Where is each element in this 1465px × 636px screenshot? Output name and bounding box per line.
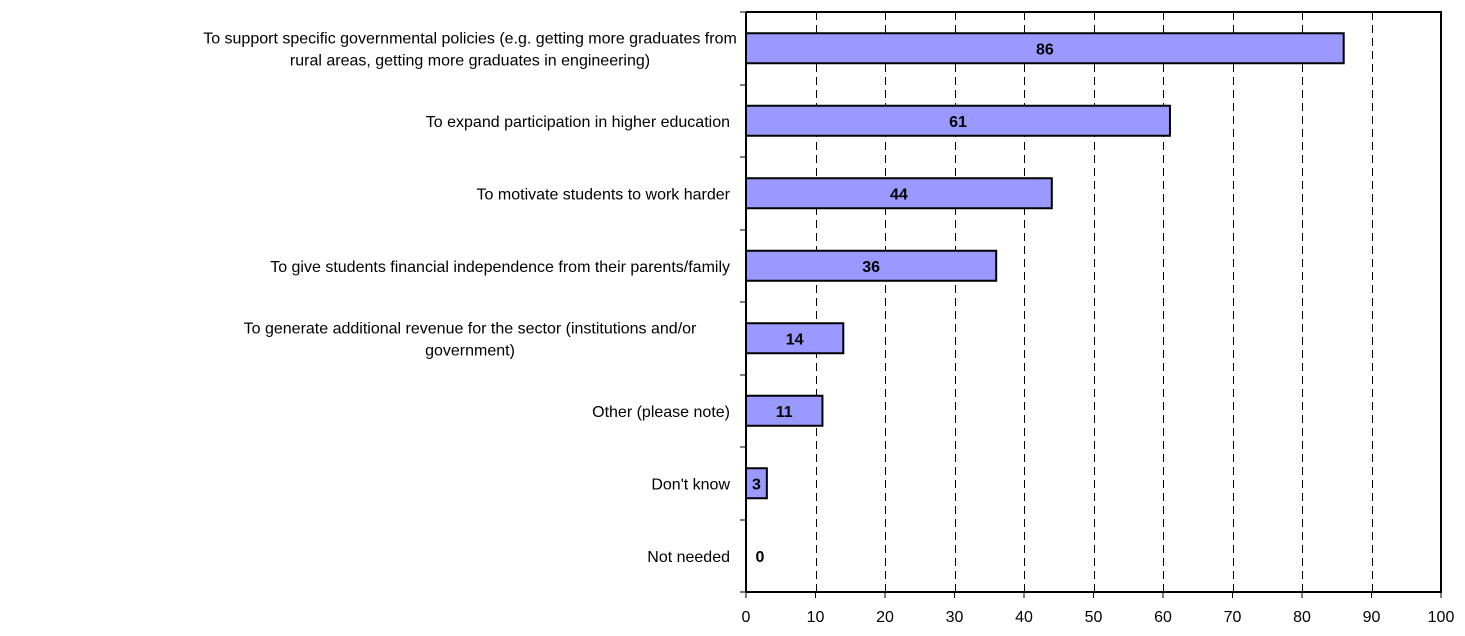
data-label: 11: [776, 404, 793, 421]
category-label-line: To generate additional revenue for the s…: [244, 320, 697, 337]
category-label: To support specific governmental policie…: [203, 30, 737, 69]
x-tick-label: 100: [1428, 609, 1455, 626]
bar: [745, 322, 845, 355]
category-label-line: To motivate students to work harder: [477, 186, 731, 203]
x-tick-labels: 0 10 20 30 40 50 60 70 80 90 100: [742, 609, 1455, 626]
data-label: 3: [752, 476, 761, 493]
category-label: Not needed: [647, 549, 730, 566]
category-label: To give students financial independence …: [270, 259, 730, 276]
category-label-line: To give students financial independence …: [270, 259, 730, 276]
category-label: Don't know: [651, 476, 730, 493]
category-label-line: government): [425, 342, 515, 359]
plot-border: [746, 11, 1442, 593]
data-label: 36: [862, 259, 880, 276]
category-label-line: Other (please note): [592, 404, 730, 421]
bar: [745, 32, 1345, 65]
x-tick-label: 90: [1363, 609, 1381, 626]
category-label-line: To expand participation in higher educat…: [426, 114, 730, 131]
category-label: Other (please note): [592, 404, 730, 421]
category-label: To expand participation in higher educat…: [426, 114, 730, 131]
x-tick-label: 40: [1015, 609, 1033, 626]
x-tick-label: 50: [1085, 609, 1103, 626]
category-label: To generate additional revenue for the s…: [244, 320, 697, 359]
category-label-line: Not needed: [647, 549, 730, 566]
x-tick-label: 0: [742, 609, 751, 626]
bar: [745, 394, 824, 427]
x-tick-label: 20: [876, 609, 894, 626]
gridlines: [816, 12, 1373, 592]
bar: [745, 249, 998, 282]
data-label: 14: [786, 331, 804, 348]
category-label-line: Don't know: [651, 476, 730, 493]
category-labels: To support specific governmental policie…: [203, 30, 737, 566]
data-label: 44: [890, 186, 908, 203]
data-label: 86: [1036, 41, 1054, 58]
category-label: To motivate students to work harder: [477, 186, 731, 203]
axes: [740, 11, 1442, 598]
x-tick-label: 80: [1293, 609, 1311, 626]
x-tick-label: 70: [1224, 609, 1242, 626]
bar: [745, 177, 1053, 210]
x-tick-label: 30: [946, 609, 964, 626]
x-tick-label: 10: [807, 609, 825, 626]
bars: 86 61 44 36 14 11 3 0: [745, 32, 1345, 566]
category-label-line: rural areas, getting more graduates in e…: [290, 52, 650, 69]
data-label: 0: [756, 549, 765, 566]
x-tick-label: 60: [1154, 609, 1172, 626]
category-label-line: To support specific governmental policie…: [203, 30, 737, 47]
data-label: 61: [949, 114, 967, 131]
